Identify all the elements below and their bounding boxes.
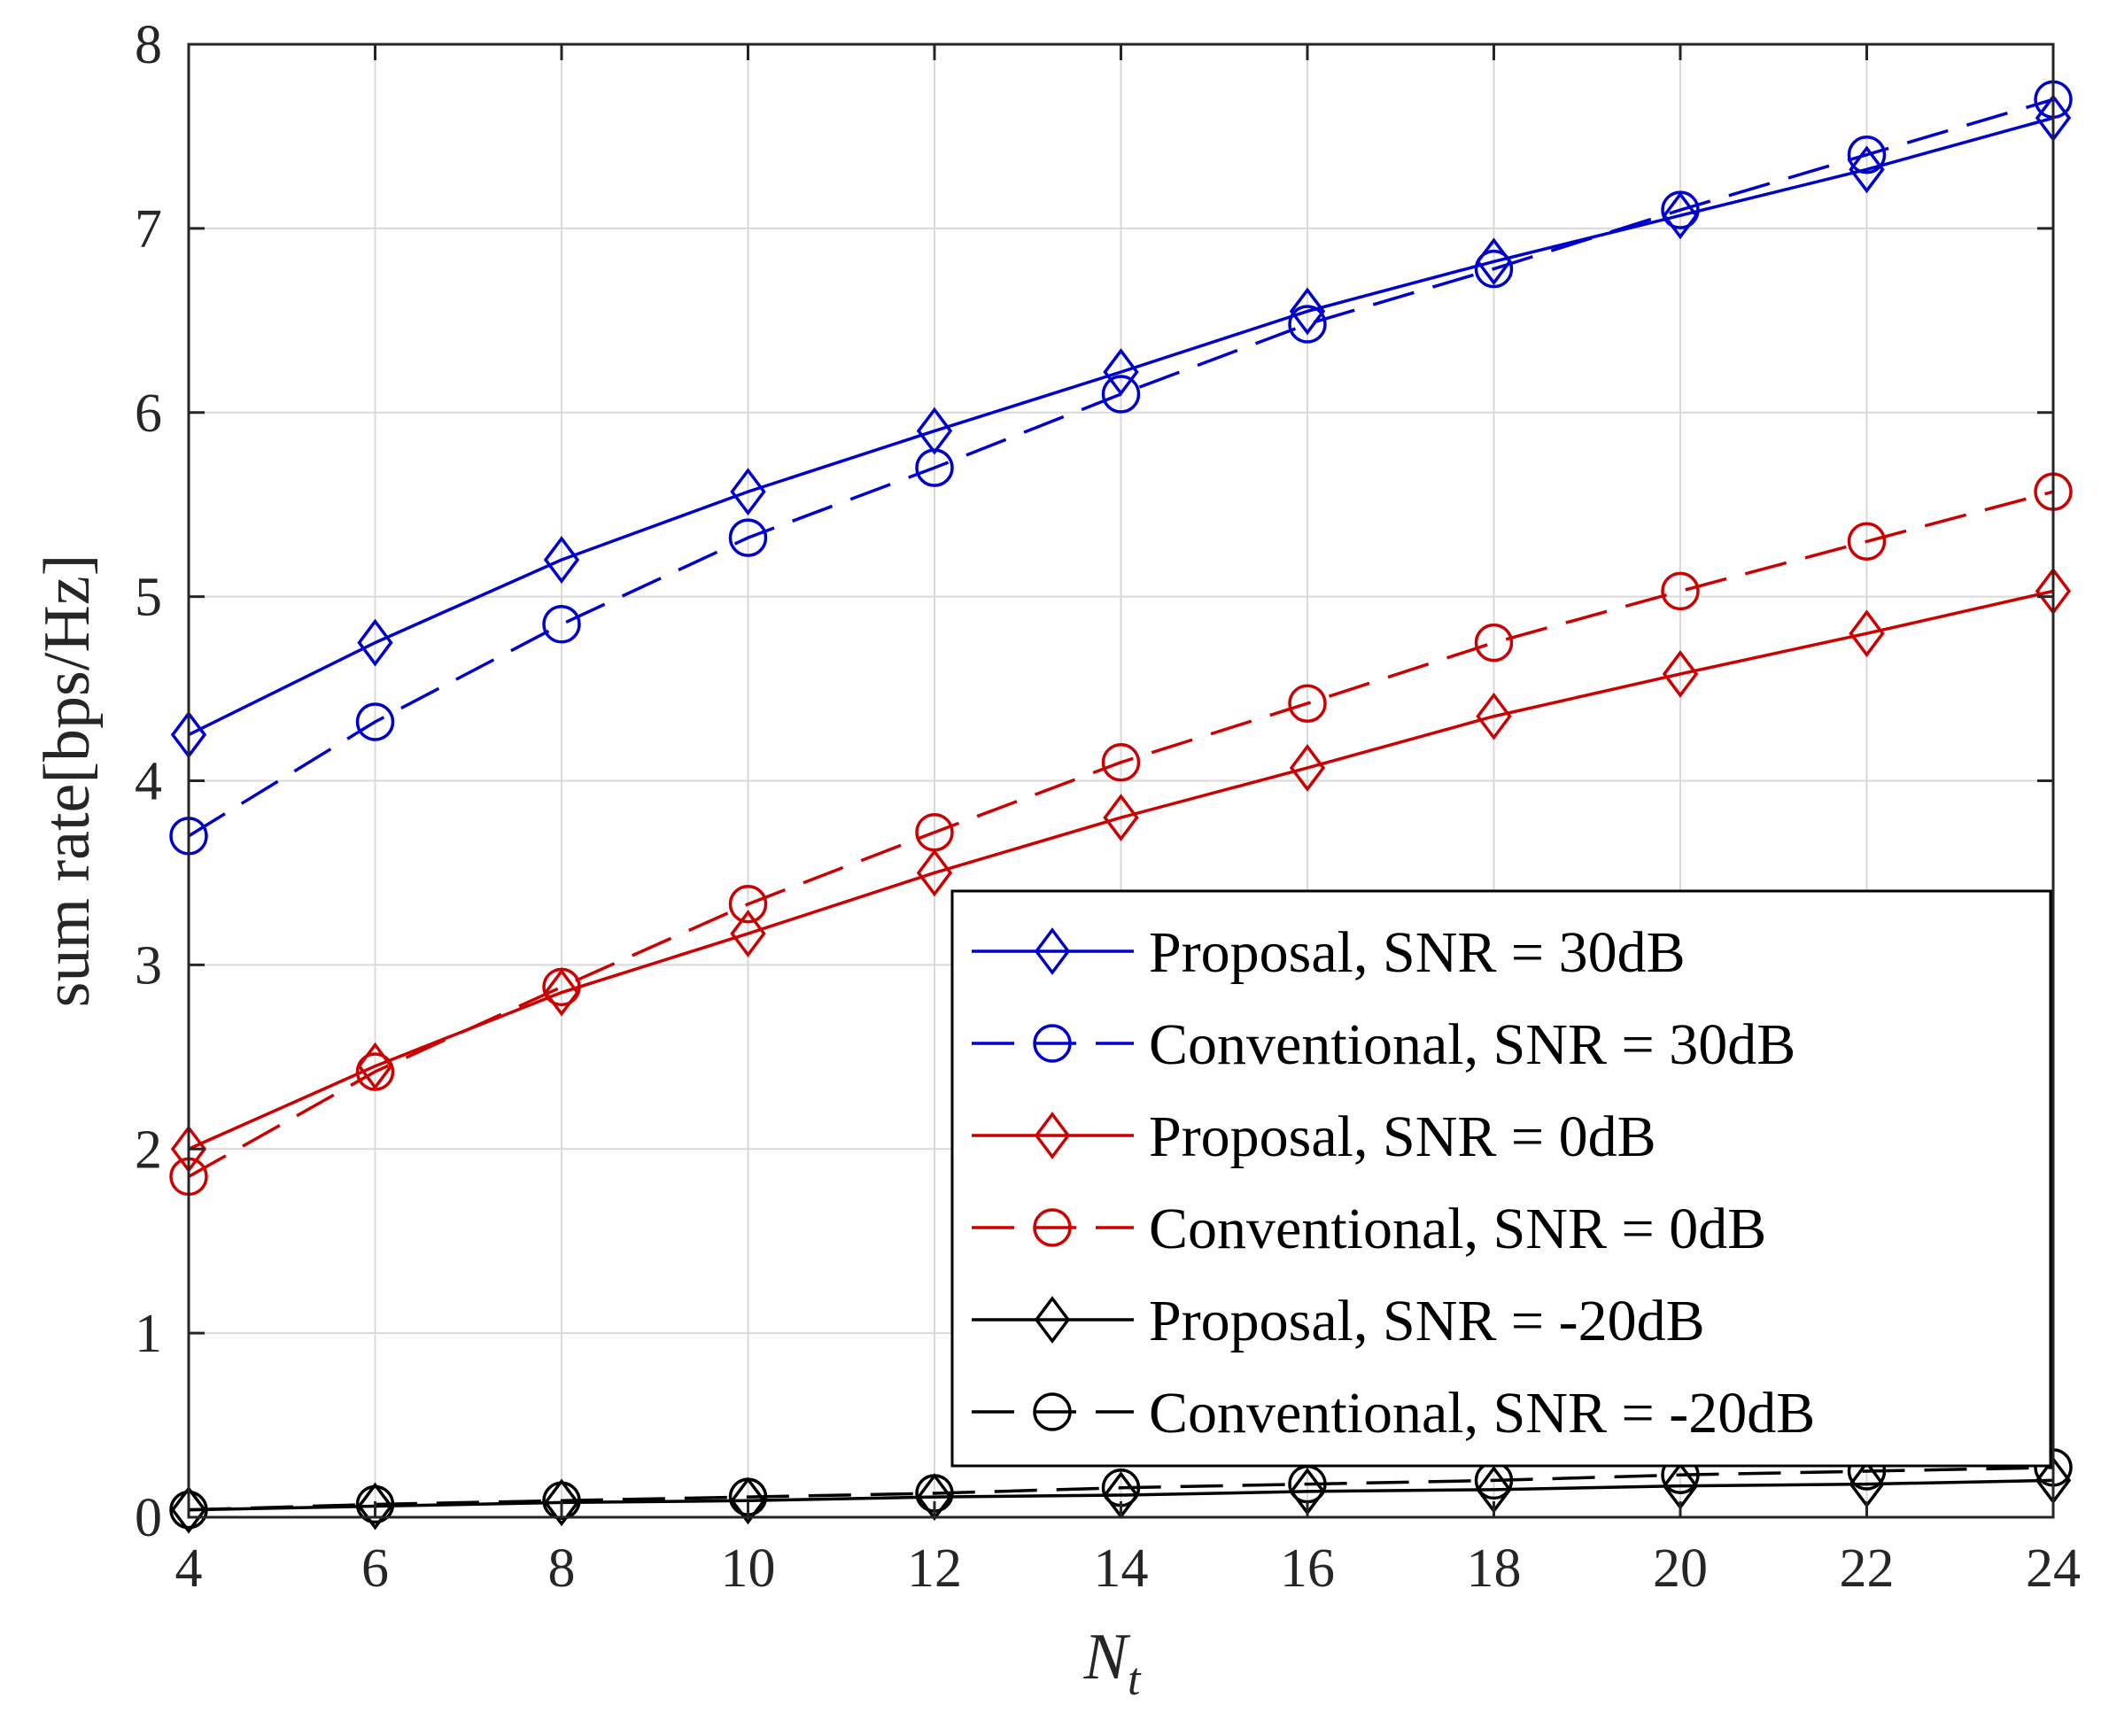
legend-label: Proposal, SNR = 0dB [1149, 1104, 1656, 1169]
data-point [730, 1476, 766, 1525]
x-tick-label: 10 [721, 1538, 776, 1599]
series-line [188, 97, 2054, 838]
y-tick-label: 6 [135, 384, 162, 444]
y-tick-label: 1 [135, 1304, 162, 1364]
data-point [1476, 692, 1512, 740]
data-point [1474, 623, 1514, 663]
y-axis-label: sum rate[bps/Hz] [31, 554, 104, 1008]
legend-marker [1033, 1208, 1072, 1247]
x-tick-labels: 4 6 8 10 12 14 16 18 20 22 24 [175, 44, 2081, 1599]
x-tick-label: 20 [1653, 1538, 1708, 1599]
legend-marker [1033, 1392, 1072, 1431]
series-line [188, 116, 2054, 737]
data-point [1289, 744, 1326, 792]
data-point [357, 1482, 393, 1531]
data-point [1661, 190, 1700, 229]
data-point [543, 536, 580, 584]
y-tick-label: 4 [135, 752, 162, 812]
data-point [1662, 650, 1699, 698]
legend-marker [1034, 1112, 1071, 1159]
data-point [542, 967, 581, 1007]
legend-label: Proposal, SNR = -20dB [1149, 1289, 1705, 1353]
legend-item: Proposal, SNR = -20dB [972, 1289, 1705, 1353]
y-tick-label: 7 [135, 199, 162, 260]
data-point [730, 910, 766, 957]
series-line [188, 1478, 2054, 1512]
data-point [915, 812, 954, 852]
data-point [543, 1478, 580, 1527]
x-tick-label: 22 [1840, 1538, 1895, 1599]
data-point [355, 1052, 395, 1091]
data-point [915, 448, 954, 487]
data-point [1101, 375, 1141, 414]
data-point [728, 518, 768, 557]
data-point [170, 1485, 207, 1534]
legend-marker [1034, 927, 1071, 975]
data-point [916, 849, 953, 897]
data-point [728, 885, 768, 924]
y-tick-label: 3 [135, 935, 162, 996]
data-point [1288, 684, 1327, 723]
x-tick-label: 18 [1467, 1538, 1522, 1599]
data-point [355, 702, 395, 741]
data-point [916, 407, 953, 455]
legend-marker [1034, 1296, 1071, 1344]
data-point [1847, 522, 1887, 562]
data-point [355, 1484, 395, 1524]
legend-box [950, 889, 2052, 1468]
x-tick-label: 24 [2026, 1538, 2081, 1599]
legend-item: Conventional, SNR = 30dB [972, 1012, 1795, 1077]
x-axis-label-main: N [1083, 1621, 1131, 1693]
x-tick-label: 4 [175, 1538, 203, 1599]
data-point [730, 468, 766, 516]
x-tick-label: 6 [361, 1538, 389, 1599]
data-point [542, 605, 581, 644]
legend-label: Conventional, SNR = -20dB [1149, 1381, 1815, 1445]
x-axis-label-subscript: t [1128, 1655, 1142, 1705]
data-point [1103, 794, 1139, 841]
x-tick-label: 8 [548, 1538, 576, 1599]
data-point [1101, 742, 1141, 782]
y-tick-label: 8 [135, 15, 162, 75]
legend-item: Conventional, SNR = -20dB [972, 1381, 1815, 1445]
legend-item: Proposal, SNR = 0dB [972, 1104, 1656, 1169]
legend-label: Conventional, SNR = 0dB [1149, 1197, 1766, 1261]
data-point [1474, 249, 1514, 289]
x-tick-label: 12 [907, 1538, 962, 1599]
x-tick-label: 16 [1280, 1538, 1335, 1599]
legend-marker [1033, 1024, 1072, 1063]
legend: Proposal, SNR = 30dB Conventional, SNR = … [950, 889, 2052, 1468]
data-point [1661, 571, 1700, 611]
y-tick-label: 2 [135, 1120, 162, 1180]
x-axis-label: Nt [1083, 1621, 1142, 1705]
x-tick-label: 14 [1094, 1538, 1149, 1599]
series-line [188, 1466, 2054, 1512]
data-point [1289, 287, 1326, 336]
data-point [1847, 135, 1887, 174]
series-line [188, 490, 2054, 1178]
y-tick-labels: 0 1 2 3 4 5 6 7 8 [135, 15, 2053, 1548]
legend-item: Conventional, SNR = 0dB [972, 1197, 1766, 1261]
data-point [357, 618, 393, 667]
y-tick-label: 0 [135, 1488, 162, 1548]
data-point [1849, 609, 1885, 658]
data-point [543, 968, 580, 1017]
legend-label: Conventional, SNR = 30dB [1149, 1012, 1795, 1077]
legend-item: Proposal, SNR = 30dB [972, 920, 1686, 985]
series-line [188, 589, 2054, 1151]
y-tick-label: 5 [135, 568, 162, 628]
data-point [1288, 305, 1327, 344]
legend-label: Proposal, SNR = 30dB [1149, 920, 1686, 985]
data-point [1849, 145, 1885, 194]
